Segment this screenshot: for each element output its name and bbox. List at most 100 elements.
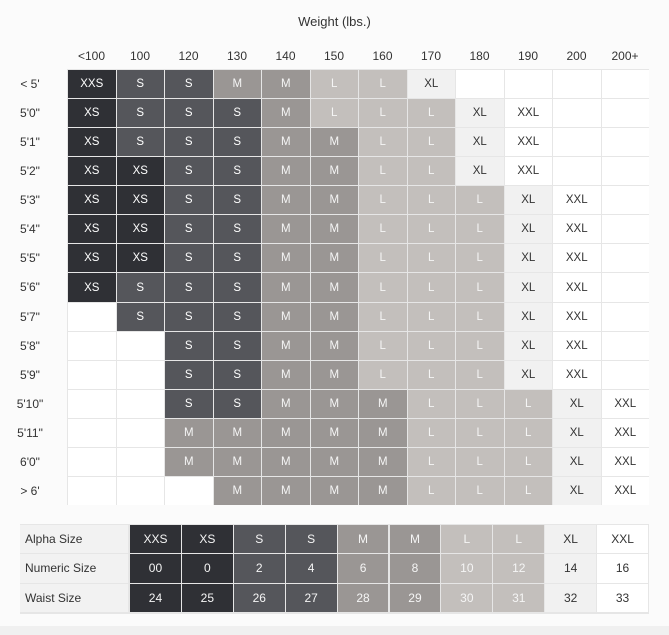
- legend-cell: 14: [545, 554, 597, 583]
- size-cell: M: [165, 418, 213, 447]
- height-header: 5'8": [20, 338, 40, 353]
- size-cell: S: [213, 302, 261, 331]
- legend-cell: 31: [493, 583, 545, 612]
- size-cell: S: [213, 99, 261, 128]
- size-cell: [601, 99, 649, 128]
- size-cell: [68, 447, 116, 476]
- size-cell: L: [359, 70, 407, 99]
- size-cell: XXL: [553, 360, 601, 389]
- size-cell: XL: [504, 360, 552, 389]
- size-cell: [601, 244, 649, 273]
- size-cell: [553, 128, 601, 157]
- size-cell: [116, 360, 164, 389]
- size-cell: XL: [456, 99, 504, 128]
- size-cell: M: [310, 389, 358, 418]
- size-cell: L: [407, 418, 455, 447]
- size-cell: L: [359, 157, 407, 186]
- height-header: 5'0": [20, 106, 40, 121]
- size-cell: L: [359, 128, 407, 157]
- footer-strip: [0, 626, 669, 635]
- legend-cell: 27: [285, 583, 337, 612]
- size-cell: L: [456, 244, 504, 273]
- size-cell: M: [359, 476, 407, 506]
- weight-header: 100: [129, 49, 151, 63]
- legend-cell: L: [493, 525, 545, 554]
- size-cell: M: [262, 186, 310, 215]
- size-cell: L: [407, 186, 455, 215]
- size-cell: L: [456, 360, 504, 389]
- size-cell: S: [165, 157, 213, 186]
- size-cell: XL: [553, 447, 601, 476]
- size-cell: [601, 331, 649, 360]
- size-cell: [601, 128, 649, 157]
- size-cell: M: [310, 447, 358, 476]
- size-cell: [601, 360, 649, 389]
- size-cell: M: [213, 418, 261, 447]
- legend-cell: 25: [181, 583, 233, 612]
- size-cell: XXL: [601, 418, 649, 447]
- weight-header: 200+: [611, 49, 639, 63]
- size-cell: L: [407, 128, 455, 157]
- size-cell: L: [310, 70, 358, 99]
- size-cell: S: [116, 302, 164, 331]
- size-cell: S: [116, 128, 164, 157]
- size-cell: [116, 447, 164, 476]
- size-cell: S: [165, 244, 213, 273]
- size-cell: L: [359, 215, 407, 244]
- size-cell: XXL: [553, 331, 601, 360]
- size-legend-table: Alpha Size XXS XS S S M M L L XL XXL Numeric Size 00…: [20, 524, 649, 614]
- size-cell: XXS: [68, 70, 116, 99]
- size-cell: M: [262, 157, 310, 186]
- legend-cell: 16: [597, 554, 648, 583]
- legend-cell: XL: [545, 525, 597, 554]
- height-header: 6'0": [20, 454, 40, 469]
- size-cell: M: [262, 273, 310, 302]
- size-cell: XXL: [553, 215, 601, 244]
- legend-row-label: Numeric Size: [20, 554, 128, 583]
- size-cell: L: [407, 99, 455, 128]
- size-cell: M: [310, 476, 358, 506]
- size-cell: L: [407, 476, 455, 506]
- weight-header: 190: [517, 49, 539, 63]
- legend-cell: S: [233, 525, 285, 554]
- size-cell: M: [310, 273, 358, 302]
- size-cell: S: [165, 215, 213, 244]
- size-cell: M: [262, 447, 310, 476]
- size-cell: S: [213, 331, 261, 360]
- size-cell: XXL: [504, 128, 552, 157]
- size-cell: XS: [116, 215, 164, 244]
- size-cell: S: [165, 389, 213, 418]
- size-cell: XL: [504, 244, 552, 273]
- size-cell: [553, 70, 601, 99]
- size-cell: XXL: [504, 157, 552, 186]
- size-cell: M: [310, 360, 358, 389]
- size-cell: [116, 476, 164, 506]
- size-cell: L: [407, 215, 455, 244]
- size-cell: L: [407, 331, 455, 360]
- size-cell: S: [165, 186, 213, 215]
- height-header: 5'7": [20, 309, 40, 324]
- size-cell: [601, 157, 649, 186]
- size-cell: XXL: [553, 244, 601, 273]
- legend-cell: 33: [597, 583, 648, 612]
- size-cell: XXL: [553, 273, 601, 302]
- size-cell: [116, 418, 164, 447]
- size-cell: S: [213, 360, 261, 389]
- size-cell: XL: [407, 70, 455, 99]
- size-cell: [68, 389, 116, 418]
- legend-cell: 8: [389, 554, 441, 583]
- legend-cell: XXS: [130, 525, 181, 554]
- size-cell: S: [213, 215, 261, 244]
- size-cell: [601, 302, 649, 331]
- size-cell: M: [310, 244, 358, 273]
- size-cell: S: [116, 70, 164, 99]
- size-cell: L: [456, 447, 504, 476]
- height-header: 5'4": [20, 222, 40, 237]
- size-cell: XL: [456, 157, 504, 186]
- size-cell: [68, 360, 116, 389]
- size-cell: [68, 418, 116, 447]
- weight-header: 160: [372, 49, 393, 63]
- size-cell: M: [262, 389, 310, 418]
- size-cell: L: [359, 273, 407, 302]
- legend-cell: 28: [337, 583, 389, 612]
